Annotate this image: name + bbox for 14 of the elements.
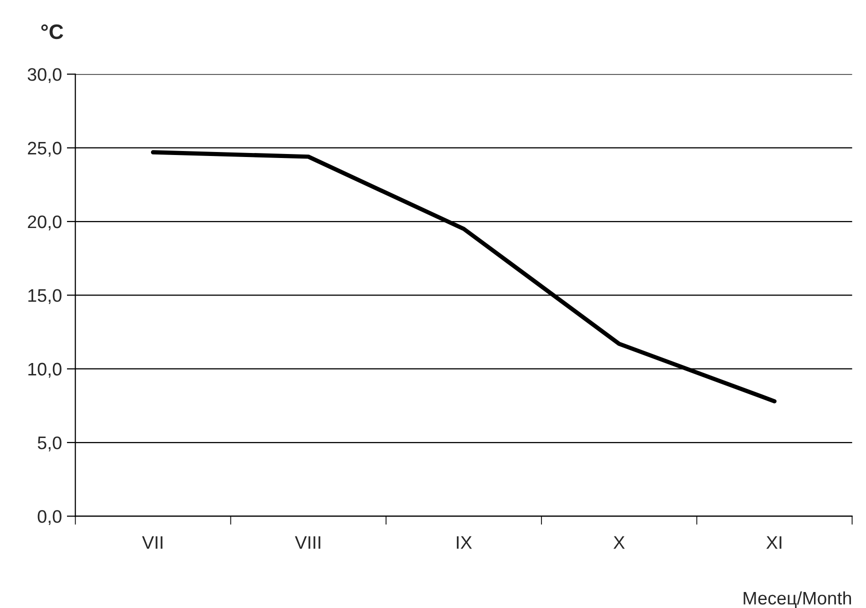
y-tick-label: 20,0 [28, 215, 62, 230]
y-tick-label: 10,0 [28, 362, 62, 378]
x-tick-label: VII [142, 536, 162, 549]
y-tick-label: 15,0 [28, 289, 62, 304]
x-tick-label: IX [456, 536, 472, 549]
y-tick-label: 5,0 [38, 436, 62, 452]
y-tick-label: 30,0 [28, 68, 62, 84]
x-tick-label: VIII [294, 536, 320, 549]
y-axis-title: °C [41, 24, 64, 40]
y-tick-label: 25,0 [28, 142, 62, 157]
x-tick-label: X [613, 536, 625, 549]
x-axis-title: Месец/Month [744, 591, 851, 608]
x-tick-label: XI [766, 536, 782, 549]
y-tick-label: 0,0 [38, 510, 62, 526]
